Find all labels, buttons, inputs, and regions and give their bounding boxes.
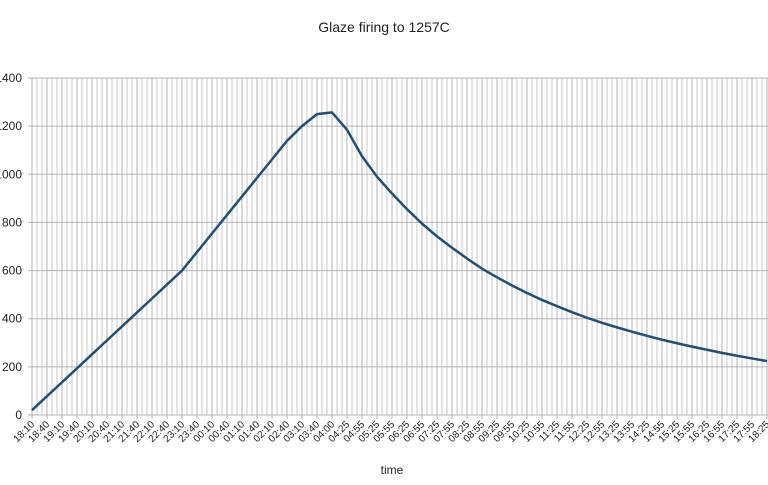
y-tick-label: 1400 bbox=[0, 71, 22, 85]
y-tick-label: 400 bbox=[2, 312, 22, 326]
chart-title: Glaze firing to 1257C bbox=[318, 19, 450, 35]
y-tick-label: 200 bbox=[2, 360, 22, 374]
x-axis-label: time bbox=[381, 463, 404, 477]
data-line bbox=[31, 111, 768, 412]
y-tick-label: 1200 bbox=[0, 119, 22, 133]
y-tick-label: 0 bbox=[15, 408, 22, 422]
y-tick-label: 600 bbox=[2, 264, 22, 278]
y-tick-label: 800 bbox=[2, 215, 22, 229]
